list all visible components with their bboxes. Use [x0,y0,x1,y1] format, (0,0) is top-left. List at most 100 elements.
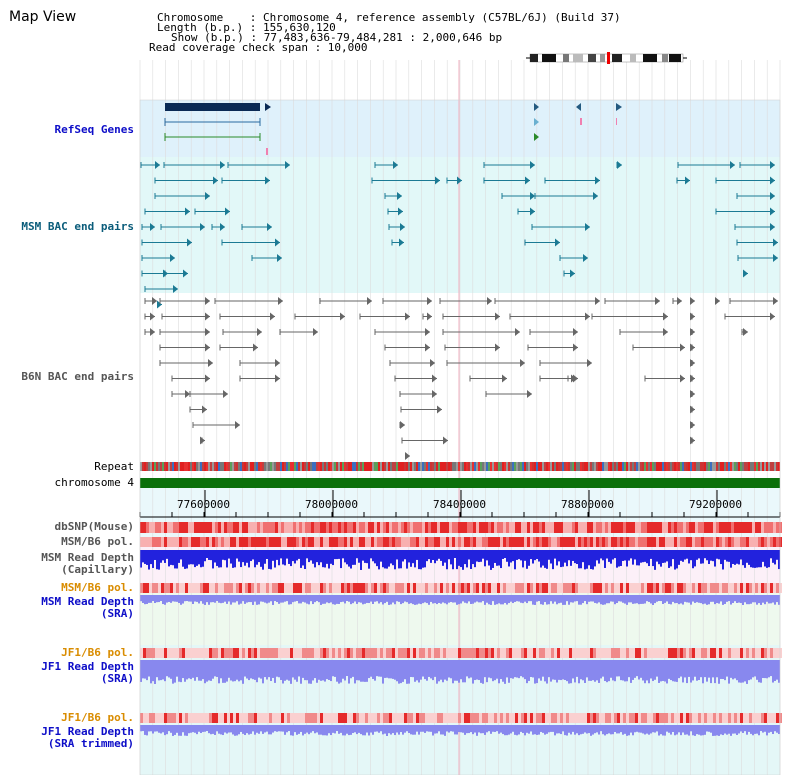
depth-bar [502,660,504,682]
heat-cell [596,713,599,723]
depth-bar [200,725,202,734]
heat-cell [776,583,779,593]
repeat-segment [176,462,178,471]
heat-cell [233,583,236,593]
heat-cell [554,583,557,593]
depth-bar [198,595,200,604]
depth-bar [218,550,220,568]
heat-cell [323,648,326,658]
depth-bar [166,550,168,559]
depth-bar [198,660,200,681]
depth-bar [562,725,564,732]
depth-bar [748,660,750,681]
b6n-bac-label[interactable]: B6N BAC end pairs [21,370,134,383]
repeat-segment [154,462,156,471]
msm-bac-label[interactable]: MSM BAC end pairs [21,220,134,233]
b6n-bac-end-pairs [144,297,778,460]
repeat-segment [666,462,668,471]
depth-bar [736,725,738,735]
depth-bar [240,595,242,604]
heat-cell [728,537,731,547]
depth-bar [594,550,596,567]
repeat-segment [720,462,722,471]
depth-bar [634,660,636,678]
heat-cell [704,537,707,547]
heat-cell [452,648,455,658]
heat-cell [587,648,590,658]
heat-cell [140,522,143,533]
heat-cell [347,522,350,533]
heat-cell [266,522,269,533]
depth-bar [584,660,586,683]
heat-cell [242,522,245,533]
depth-bar [572,725,574,732]
heat-cell [377,583,380,593]
depth-bar [310,550,312,561]
msm-bac-end-pairs [140,161,778,309]
msm-read-depth-sra-label[interactable]: MSM Read Depth [41,595,134,608]
heat-cell [710,713,713,723]
depth-bar [752,550,754,568]
depth-bar [308,660,310,684]
jf1-b6-pol-2-label[interactable]: JF1/B6 pol. [61,711,134,724]
depth-bar [634,595,636,604]
msm-b6-pol-label[interactable]: MSM/B6 pol. [61,535,134,548]
msm-read-depth-cap-label[interactable]: MSM Read Depth [41,551,134,564]
depth-bar [534,595,536,605]
dbsnp-label[interactable]: dbSNP(Mouse) [54,520,134,533]
jf1-b6-pol-label[interactable]: JF1/B6 pol. [61,646,134,659]
depth-bar [404,725,406,733]
depth-bar [520,660,522,677]
depth-bar [550,725,552,732]
depth-bar [724,550,726,560]
heat-cell [608,537,611,547]
depth-bar [182,550,184,567]
depth-bar [656,660,658,677]
heat-cell [437,583,440,593]
heat-cell [236,648,239,658]
heat-cell [326,583,329,593]
depth-bar [706,595,708,605]
heat-cell [323,522,326,533]
refseq-genes-label[interactable]: RefSeq Genes [54,123,134,136]
heat-cell [644,583,647,593]
bac-end-marker [515,328,520,336]
depth-bar [730,550,732,568]
depth-bar [568,550,570,561]
heat-cell [680,648,683,658]
depth-bar [744,660,746,682]
heat-cell [665,583,668,593]
heat-cell [155,537,158,547]
depth-bar [420,660,422,680]
heat-cell [563,522,566,533]
msm-b6-pol-2-label[interactable]: MSM/B6 pol. [61,581,134,594]
heat-cell [683,713,686,723]
repeat-segment [142,462,144,471]
depth-bar [650,595,652,604]
repeat-segment [554,462,556,471]
heat-cell [491,713,494,723]
axis-tick-label: 78000000 [305,498,358,511]
depth-bar [288,550,290,564]
heat-cell [587,713,590,723]
heat-cell [155,648,158,658]
repeat-segment [402,462,404,471]
depth-bar [632,550,634,565]
heat-cell [368,713,371,723]
heat-cell [179,583,182,593]
heat-cell [701,713,704,723]
jf1-read-depth-sra-label[interactable]: JF1 Read Depth [41,660,134,673]
depth-bar [324,595,326,604]
jf1-read-depth-trimmed-label[interactable]: JF1 Read Depth [41,725,134,738]
depth-bar [176,725,178,733]
depth-bar [252,550,254,560]
depth-bar [292,595,294,603]
depth-bar [592,660,594,681]
repeat-segment [156,462,158,471]
repeat-segment [426,462,428,471]
depth-bar [686,550,688,559]
depth-bar [450,660,452,679]
heat-cell [173,537,176,547]
heat-cell [191,522,194,533]
